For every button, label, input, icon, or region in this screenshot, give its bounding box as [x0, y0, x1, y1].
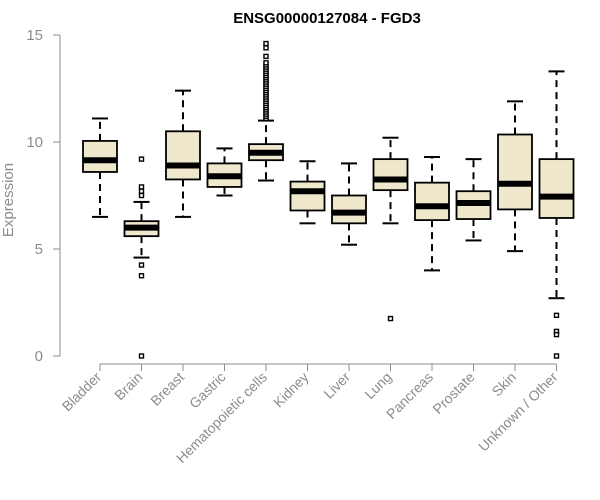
outlier-point — [138, 188, 145, 194]
box-1 — [123, 156, 160, 359]
x-tick-label-5: Kidney — [270, 369, 312, 411]
outlier-point — [263, 45, 269, 51]
x-tick-label-9: Prostate — [429, 369, 477, 417]
box-iqr — [82, 140, 118, 173]
x-tick-label-6: Liver — [320, 369, 353, 402]
box-iqr — [372, 158, 409, 192]
outlier-point — [553, 331, 560, 338]
outlier-point — [138, 184, 145, 190]
box-5 — [289, 160, 326, 225]
box-9 — [455, 158, 492, 242]
chart-title: ENSG00000127084 - FGD3 — [233, 10, 421, 27]
box-group — [82, 40, 575, 359]
x-tick-label-7: Lung — [361, 369, 394, 402]
box-10 — [497, 100, 533, 253]
box-iqr — [331, 194, 367, 225]
box-iqr — [497, 133, 533, 211]
outlier-point — [138, 262, 145, 268]
x-tick-label-10: Skin — [489, 369, 520, 400]
y-axis-label: Expression — [0, 163, 17, 237]
box-iqr — [414, 181, 450, 222]
x-tick-label-0: Bladder — [59, 369, 105, 415]
outlier-point — [138, 192, 145, 199]
x-tick-label-11: Unknown / Other — [475, 369, 561, 455]
outlier-point — [138, 273, 145, 279]
outlier-point — [263, 40, 269, 47]
box-8 — [414, 155, 450, 272]
box-7 — [372, 136, 409, 322]
box-0 — [82, 117, 118, 218]
y-tick-label-0: 0 — [35, 348, 43, 365]
box-2 — [165, 89, 201, 218]
box-iqr — [165, 130, 201, 181]
box-11 — [538, 70, 575, 359]
x-tick-label-1: Brain — [111, 369, 145, 403]
outlier-point — [553, 312, 560, 319]
outlier-point — [553, 353, 560, 359]
y-tick-label-10: 10 — [26, 134, 43, 151]
y-tick-label-5: 5 — [35, 241, 43, 258]
outlier-point — [138, 156, 145, 162]
box-iqr — [538, 158, 575, 219]
box-iqr — [289, 180, 326, 212]
y-tick-label-15: 15 — [26, 27, 43, 44]
y-axis: 0 5 10 15 — [26, 27, 61, 365]
outlier-point — [263, 60, 269, 66]
x-tick-label-2: Breast — [147, 369, 187, 409]
box-6 — [331, 162, 367, 246]
outlier-point — [138, 353, 145, 359]
outlier-point — [263, 53, 269, 60]
box-3 — [206, 147, 243, 197]
outlier-point — [387, 315, 394, 322]
box-4 — [248, 40, 284, 182]
